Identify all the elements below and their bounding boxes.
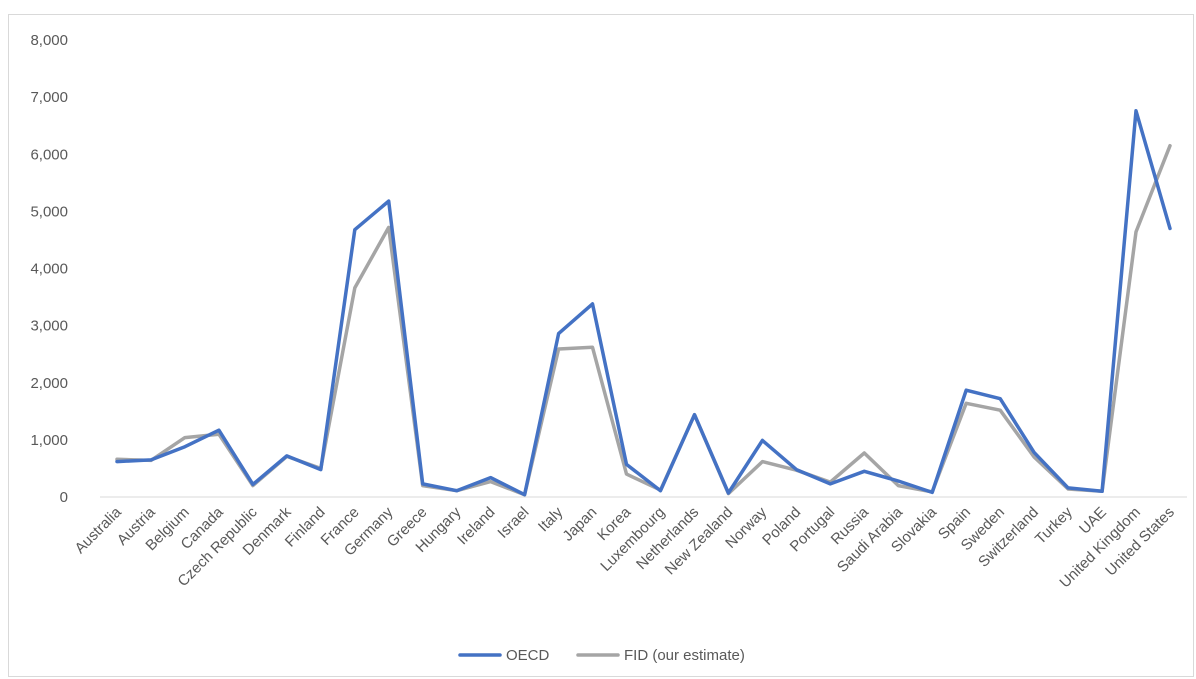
x-tick-label: Israel xyxy=(494,504,532,542)
y-tick-label: 8,000 xyxy=(30,32,68,49)
y-tick-label: 1,000 xyxy=(30,432,68,449)
series-line-oecd xyxy=(115,109,1172,497)
legend-item-fid: FID (our estimate) xyxy=(576,647,745,664)
x-tick-label: Ireland xyxy=(454,504,498,548)
legend-item-oecd: OECD xyxy=(458,647,550,664)
y-axis: 0 1,000 2,000 3,000 4,000 5,000 6,000 7,000 8,00… xyxy=(30,32,68,506)
y-tick-label: 7,000 xyxy=(30,89,68,106)
y-tick-label: 6,000 xyxy=(30,146,68,163)
y-tick-label: 4,000 xyxy=(30,261,68,278)
series-layer xyxy=(115,109,1172,497)
x-tick-label: Australia xyxy=(72,503,126,557)
x-tick-label: Turkey xyxy=(1032,503,1076,547)
legend-label: FID (our estimate) xyxy=(624,647,745,664)
legend-label: OECD xyxy=(506,647,550,664)
y-tick-label: 5,000 xyxy=(30,203,68,220)
y-tick-label: 3,000 xyxy=(30,318,68,335)
x-tick-label: Japan xyxy=(559,504,600,545)
series-line-fid xyxy=(115,143,1172,497)
y-tick-label: 0 xyxy=(60,489,68,506)
legend: OECD FID (our estimate) xyxy=(458,647,745,664)
y-tick-label: 2,000 xyxy=(30,375,68,392)
